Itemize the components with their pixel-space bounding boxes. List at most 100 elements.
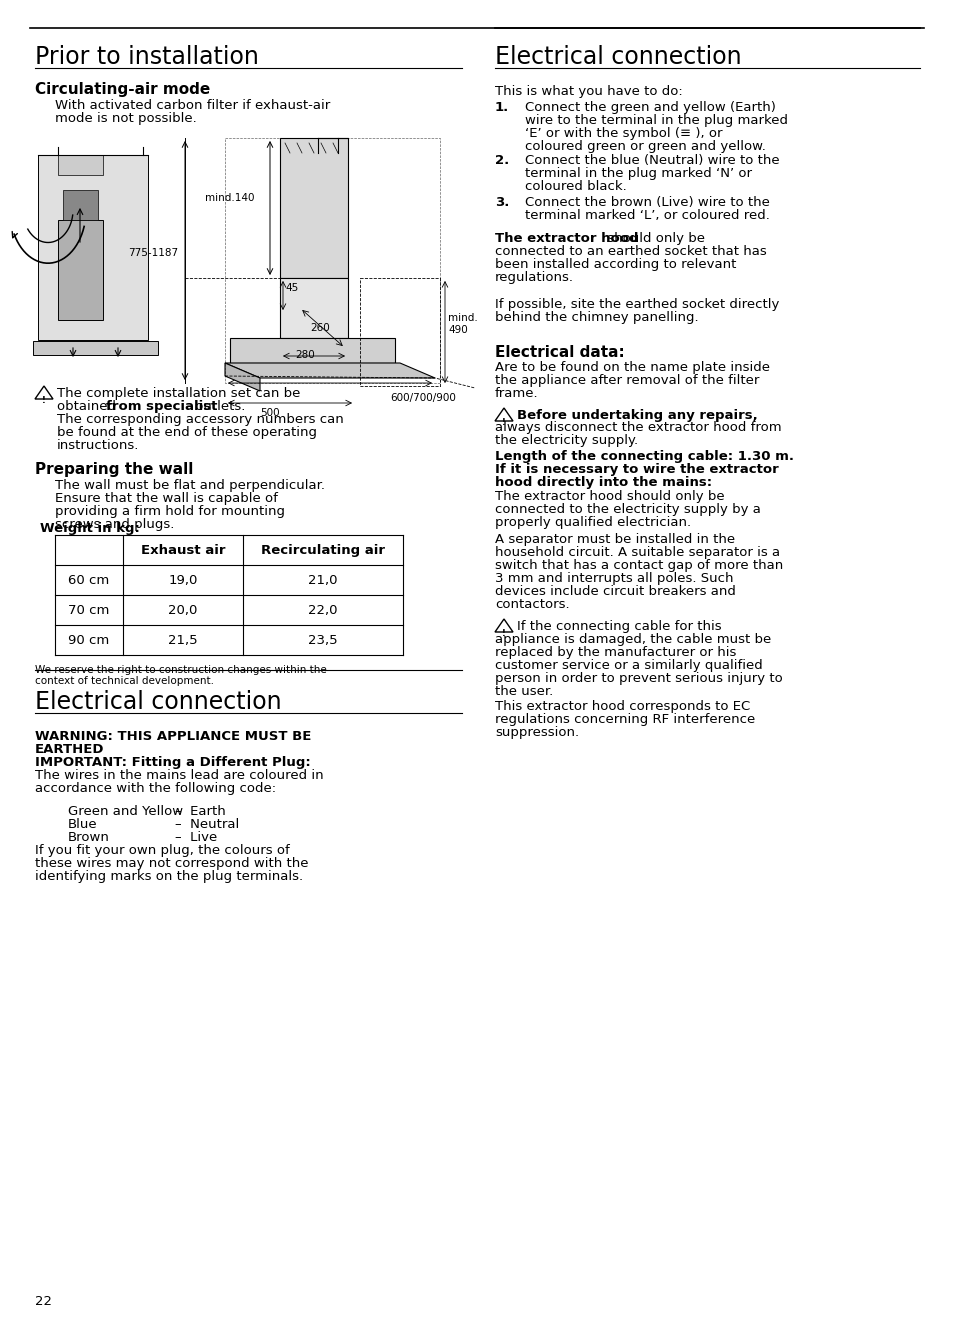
Text: frame.: frame.: [495, 387, 538, 400]
Text: If it is necessary to wire the extractor: If it is necessary to wire the extractor: [495, 463, 778, 476]
Text: these wires may not correspond with the: these wires may not correspond with the: [35, 857, 308, 870]
Polygon shape: [225, 363, 435, 378]
Text: 21,0: 21,0: [308, 574, 337, 587]
Text: Before undertaking any repairs,: Before undertaking any repairs,: [517, 408, 757, 422]
Text: suppression.: suppression.: [495, 727, 578, 739]
Text: connected to the electricity supply by a: connected to the electricity supply by a: [495, 503, 760, 516]
Text: The wall must be flat and perpendicular.: The wall must be flat and perpendicular.: [55, 479, 325, 492]
Text: WARNING: THIS APPLIANCE MUST BE: WARNING: THIS APPLIANCE MUST BE: [35, 731, 311, 743]
Text: coloured black.: coloured black.: [524, 180, 626, 194]
Text: identifying marks on the plug terminals.: identifying marks on the plug terminals.: [35, 870, 303, 883]
Polygon shape: [225, 363, 260, 391]
Text: A separator must be installed in the: A separator must be installed in the: [495, 533, 735, 546]
Text: This is what you have to do:: This is what you have to do:: [495, 85, 682, 98]
Text: terminal marked ‘L’, or coloured red.: terminal marked ‘L’, or coloured red.: [524, 210, 769, 221]
Text: Electrical connection: Electrical connection: [35, 690, 281, 713]
Text: 22,0: 22,0: [308, 605, 337, 617]
Text: Green and Yellow: Green and Yellow: [68, 805, 183, 818]
Text: regulations concerning RF interference: regulations concerning RF interference: [495, 713, 755, 727]
Text: EARTHED: EARTHED: [35, 743, 105, 756]
Text: devices include circuit breakers and: devices include circuit breakers and: [495, 585, 735, 598]
Bar: [280, 278, 348, 338]
Text: terminal in the plug marked ‘N’ or: terminal in the plug marked ‘N’ or: [524, 167, 751, 180]
Text: 22: 22: [35, 1296, 52, 1307]
Text: mode is not possible.: mode is not possible.: [55, 111, 196, 125]
Text: Ensure that the wall is capable of: Ensure that the wall is capable of: [55, 492, 277, 505]
Text: Connect the blue (Neutral) wire to the: Connect the blue (Neutral) wire to the: [524, 154, 779, 167]
Text: 500: 500: [260, 408, 279, 418]
Text: from specialist: from specialist: [106, 400, 217, 412]
Text: IMPORTANT: Fitting a Different Plug:: IMPORTANT: Fitting a Different Plug:: [35, 756, 311, 769]
Text: Connect the green and yellow (Earth): Connect the green and yellow (Earth): [524, 101, 775, 114]
Text: Electrical connection: Electrical connection: [495, 45, 740, 69]
Text: instructions.: instructions.: [57, 439, 139, 452]
Text: Recirculating air: Recirculating air: [261, 544, 385, 557]
Text: Blue: Blue: [68, 818, 97, 831]
Text: screws and plugs.: screws and plugs.: [55, 518, 174, 530]
Text: regulations.: regulations.: [495, 271, 574, 284]
Bar: [58, 155, 103, 175]
Text: 19,0: 19,0: [168, 574, 197, 587]
Text: context of technical development.: context of technical development.: [35, 676, 213, 686]
Text: switch that has a contact gap of more than: switch that has a contact gap of more th…: [495, 560, 782, 572]
Text: If possible, site the earthed socket directly: If possible, site the earthed socket dir…: [495, 298, 779, 312]
Text: mind.
490: mind. 490: [448, 313, 477, 334]
Text: Circulating-air mode: Circulating-air mode: [35, 82, 210, 97]
Text: The extractor hood: The extractor hood: [495, 232, 638, 245]
Text: 23,5: 23,5: [308, 634, 337, 647]
Text: 70 cm: 70 cm: [69, 605, 110, 617]
Text: the appliance after removal of the filter: the appliance after removal of the filte…: [495, 374, 759, 387]
Text: –  Earth: – Earth: [174, 805, 226, 818]
Text: the user.: the user.: [495, 686, 553, 697]
Text: replaced by the manufacturer or his: replaced by the manufacturer or his: [495, 646, 736, 659]
Text: Preparing the wall: Preparing the wall: [35, 461, 193, 477]
Text: If you fit your own plug, the colours of: If you fit your own plug, the colours of: [35, 845, 290, 857]
Text: 21,5: 21,5: [168, 634, 197, 647]
Text: –  Neutral: – Neutral: [174, 818, 239, 831]
Text: ‘E’ or with the symbol (≡ ), or: ‘E’ or with the symbol (≡ ), or: [524, 127, 721, 141]
Text: outlets.: outlets.: [191, 400, 245, 412]
Text: 775-1187: 775-1187: [128, 248, 178, 259]
Text: the electricity supply.: the electricity supply.: [495, 434, 638, 447]
Text: Exhaust air: Exhaust air: [141, 544, 225, 557]
Text: 3 mm and interrupts all poles. Such: 3 mm and interrupts all poles. Such: [495, 572, 733, 585]
Text: Length of the connecting cable: 1.30 m.: Length of the connecting cable: 1.30 m.: [495, 450, 793, 463]
Text: 20,0: 20,0: [168, 605, 197, 617]
Text: behind the chimney panelling.: behind the chimney panelling.: [495, 312, 698, 324]
Text: The corresponding accessory numbers can: The corresponding accessory numbers can: [57, 412, 343, 426]
Text: –  Live: – Live: [174, 831, 217, 845]
Text: Weight in kg:: Weight in kg:: [40, 522, 140, 534]
Text: customer service or a similarly qualified: customer service or a similarly qualifie…: [495, 659, 762, 672]
Bar: [63, 190, 98, 220]
Text: accordance with the following code:: accordance with the following code:: [35, 782, 275, 796]
Text: The extractor hood should only be: The extractor hood should only be: [495, 491, 724, 503]
Text: The complete installation set can be: The complete installation set can be: [57, 387, 300, 400]
Text: wire to the terminal in the plug marked: wire to the terminal in the plug marked: [524, 114, 787, 127]
Text: !: !: [42, 396, 46, 404]
Bar: [38, 155, 148, 339]
Text: been installed according to relevant: been installed according to relevant: [495, 259, 736, 271]
Text: hood directly into the mains:: hood directly into the mains:: [495, 476, 711, 489]
Text: 260: 260: [310, 324, 330, 333]
Text: 280: 280: [294, 350, 314, 359]
Text: person in order to prevent serious injury to: person in order to prevent serious injur…: [495, 672, 781, 686]
Text: With activated carbon filter if exhaust-air: With activated carbon filter if exhaust-…: [55, 99, 330, 111]
Text: 90 cm: 90 cm: [69, 634, 110, 647]
Text: The wires in the mains lead are coloured in: The wires in the mains lead are coloured…: [35, 769, 323, 782]
Bar: [280, 138, 348, 278]
Text: !: !: [501, 418, 505, 427]
Bar: [33, 341, 158, 355]
Text: !: !: [501, 629, 505, 638]
Text: If the connecting cable for this: If the connecting cable for this: [517, 621, 720, 633]
Text: mind.140: mind.140: [205, 194, 254, 203]
Text: obtained: obtained: [57, 400, 120, 412]
Text: contactors.: contactors.: [495, 598, 569, 611]
Text: coloured green or green and yellow.: coloured green or green and yellow.: [524, 141, 765, 152]
Text: be found at the end of these operating: be found at the end of these operating: [57, 426, 316, 439]
Text: We reserve the right to construction changes within the: We reserve the right to construction cha…: [35, 666, 327, 675]
Text: household circuit. A suitable separator is a: household circuit. A suitable separator …: [495, 546, 780, 560]
Text: 1.: 1.: [495, 101, 509, 114]
Text: Are to be found on the name plate inside: Are to be found on the name plate inside: [495, 361, 769, 374]
Text: appliance is damaged, the cable must be: appliance is damaged, the cable must be: [495, 633, 770, 646]
Text: 600/700/900: 600/700/900: [390, 392, 456, 403]
